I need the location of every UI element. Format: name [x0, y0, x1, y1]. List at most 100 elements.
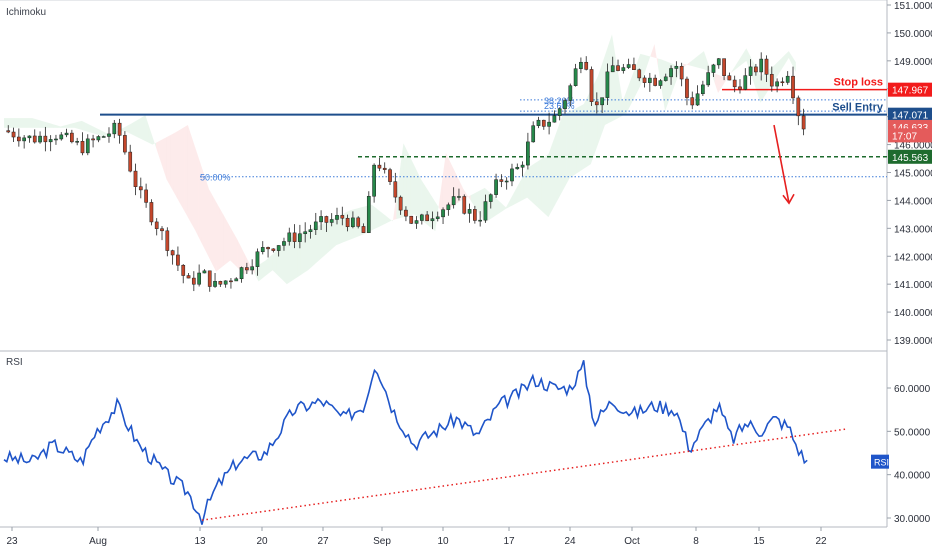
candle-body: [80, 141, 85, 154]
fib-level-label: 23.60%: [544, 101, 575, 111]
candle-body: [16, 136, 21, 142]
candle-body: [154, 221, 159, 229]
cloud-segment: [477, 189, 482, 218]
candle-body: [690, 97, 695, 106]
cloud-segment: [785, 51, 789, 64]
candle-body: [266, 247, 270, 250]
cloud-segment: [163, 137, 167, 180]
cloud-segment: [286, 238, 291, 285]
candle-body: [64, 132, 69, 136]
candle-body: [616, 65, 620, 71]
cloud-segment: [509, 194, 514, 207]
cloud-segment: [74, 121, 79, 129]
cloud-segment: [318, 224, 323, 261]
cloud-segment: [85, 122, 89, 133]
rsi-trendline-line: [201, 428, 846, 521]
cloud-segment: [134, 119, 139, 138]
cloud-segment: [792, 56, 796, 72]
candle-body: [207, 270, 212, 287]
cloud-segment: [665, 60, 669, 112]
cloud-segment: [124, 125, 128, 133]
cloud-segment: [438, 179, 443, 213]
time-tick-label: Oct: [624, 536, 640, 547]
cloud-segment: [445, 152, 450, 211]
candle-body: [250, 266, 255, 271]
candle-body: [441, 209, 445, 218]
candle-body: [218, 281, 223, 285]
cloud-segment: [756, 69, 761, 103]
cloud-segment: [329, 218, 333, 252]
candle-body: [647, 77, 652, 83]
candle-body: [345, 217, 350, 228]
candle-body: [451, 196, 456, 206]
candle-body: [711, 64, 716, 73]
candle-body: [520, 164, 525, 168]
candle-body: [138, 186, 143, 191]
time-tick-label: 8: [693, 536, 699, 547]
cloud-segment: [216, 201, 220, 272]
candle-body: [557, 108, 562, 116]
candle-body: [361, 226, 366, 233]
cloud-segment: [53, 124, 58, 128]
candle-body: [573, 68, 578, 86]
candle-body: [642, 77, 647, 83]
cloud-segment: [403, 143, 407, 218]
candle-body: [48, 139, 53, 143]
cloud-segment: [689, 59, 694, 67]
candle-body: [32, 135, 37, 143]
candle-body: [435, 216, 440, 219]
candle-body: [621, 67, 626, 71]
time-tick-label: 13: [194, 536, 206, 547]
cloud-segment: [530, 163, 535, 205]
rsi-trendline: [201, 428, 846, 521]
cloud-segment: [682, 63, 687, 68]
cloud-segment: [180, 127, 185, 211]
candle-body: [340, 215, 345, 219]
cloud-segment: [78, 120, 82, 130]
cloud-segment: [28, 118, 33, 128]
cloud-segment: [141, 115, 146, 142]
candle-body: [319, 216, 323, 223]
cloud-segment: [237, 239, 241, 271]
cloud-segment: [389, 218, 393, 222]
candle-body: [133, 170, 138, 187]
price-tick-label: 150.0000: [894, 29, 932, 40]
cloud-segment: [39, 120, 43, 128]
candle-body: [382, 167, 387, 170]
cloud-segment: [385, 215, 390, 224]
candle-body: [186, 275, 191, 279]
time-tick-label: 22: [815, 536, 827, 547]
cloud-segment: [491, 194, 496, 219]
candle-body: [85, 138, 90, 154]
cloud-segment: [110, 132, 114, 135]
candle-body: [748, 66, 753, 76]
price-tick-label: 149.0000: [894, 57, 932, 68]
cloud-segment: [764, 70, 768, 98]
cloud-segment: [201, 167, 206, 251]
candle-body: [515, 166, 520, 170]
cloud-segment: [551, 134, 556, 211]
candle-body: [499, 179, 504, 182]
cloud-segment: [4, 118, 8, 128]
cloud-segment: [788, 51, 793, 66]
candle-body: [658, 80, 663, 86]
candle-body: [791, 75, 795, 99]
cloud-segment: [353, 208, 358, 239]
candle-body: [430, 218, 435, 222]
candle-body: [568, 85, 573, 101]
candle-body: [144, 189, 148, 203]
cloud-segment: [67, 123, 72, 128]
candle-body: [552, 115, 557, 123]
cloud-segment: [629, 72, 634, 107]
cloud-segment: [212, 195, 217, 272]
cloud-segment: [534, 161, 538, 208]
cloud-segment: [516, 181, 521, 204]
cloud-segment: [467, 194, 471, 201]
cloud-segment: [138, 117, 142, 140]
cloud-segment: [711, 72, 715, 83]
cloud-segment: [226, 220, 231, 264]
candle-body: [488, 194, 493, 202]
candle-body: [536, 119, 541, 126]
candle-body: [743, 75, 748, 90]
cloud-segment: [615, 56, 620, 120]
